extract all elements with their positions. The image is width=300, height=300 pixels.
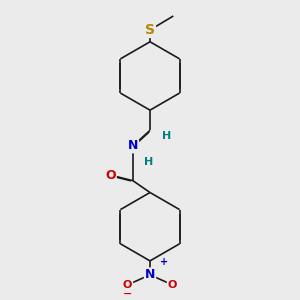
Text: O: O (123, 280, 132, 290)
Text: N: N (128, 140, 138, 152)
Text: S: S (145, 23, 155, 37)
Text: −: − (123, 289, 132, 298)
Text: O: O (105, 169, 116, 182)
Text: N: N (145, 268, 155, 281)
Text: +: + (160, 257, 168, 267)
Text: O: O (168, 280, 177, 290)
Text: H: H (163, 131, 172, 141)
Text: H: H (144, 157, 153, 167)
